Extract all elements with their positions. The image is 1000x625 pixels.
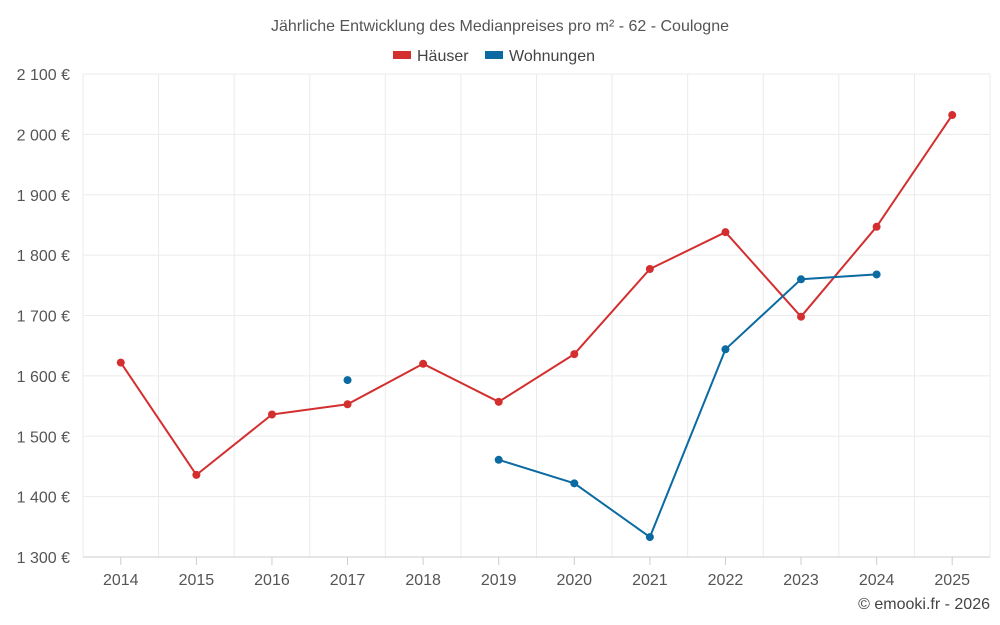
series-line-wohnungen: [498, 273, 877, 539]
legend-item-wohnungen[interactable]: Wohnungen: [485, 48, 595, 65]
y-tick-label: 1 900 €: [17, 188, 70, 205]
y-tick-label: 2 100 €: [17, 67, 70, 84]
data-point-haeuser[interactable]: [797, 312, 806, 321]
x-tick-label: 2025: [934, 572, 970, 589]
x-tick-label: 2024: [859, 572, 895, 589]
y-tick-label: 2 000 €: [17, 127, 70, 144]
legend-label-haeuser: Häuser: [417, 48, 469, 65]
credit-text: © emooki.fr - 2026: [858, 596, 990, 613]
y-tick-label: 1 300 €: [17, 550, 70, 567]
y-tick-label: 1 800 €: [17, 248, 70, 265]
x-tick-label: 2016: [254, 572, 290, 589]
chart-title: Jährliche Entwicklung des Medianpreises …: [271, 18, 729, 35]
data-point-wohnungen[interactable]: [494, 455, 503, 464]
data-point-haeuser[interactable]: [570, 350, 579, 359]
data-point-haeuser[interactable]: [116, 358, 125, 367]
grid: [82, 73, 991, 557]
legend-swatch-wohnungen: [485, 51, 503, 59]
data-point-haeuser[interactable]: [494, 397, 503, 406]
legend-item-haeuser[interactable]: Häuser: [393, 48, 469, 65]
data-point-haeuser[interactable]: [645, 265, 654, 274]
y-tick-label: 1 400 €: [17, 490, 70, 507]
legend-swatch-haeuser: [393, 51, 411, 59]
data-point-wohnungen[interactable]: [570, 479, 579, 488]
data-point-haeuser[interactable]: [267, 410, 276, 419]
data-point-haeuser[interactable]: [948, 111, 957, 120]
data-point-haeuser[interactable]: [192, 470, 201, 479]
data-point-wohnungen[interactable]: [872, 270, 881, 279]
data-point-haeuser[interactable]: [343, 400, 352, 409]
x-tick-label: 2015: [179, 572, 215, 589]
x-axis: 2014 2015 2016 2017 2018 2019 2020 2021 2022 2023…: [83, 556, 990, 589]
x-tick-label: 2018: [405, 572, 441, 589]
x-tick-label: 2017: [330, 572, 366, 589]
y-tick-label: 1 700 €: [17, 309, 70, 326]
legend-label-wohnungen: Wohnungen: [509, 48, 595, 65]
y-tick-label: 1 500 €: [17, 429, 70, 446]
data-point-wohnungen[interactable]: [721, 345, 730, 354]
x-tick-label: 2019: [481, 572, 517, 589]
y-tick-label: 1 600 €: [17, 369, 70, 386]
x-tick-label: 2023: [783, 572, 819, 589]
data-point-haeuser[interactable]: [721, 228, 730, 237]
data-point-wohnungen[interactable]: [797, 275, 806, 284]
x-tick-label: 2014: [103, 572, 139, 589]
data-point-wohnungen[interactable]: [343, 376, 352, 385]
x-tick-label: 2022: [708, 572, 744, 589]
x-tick-label: 2020: [556, 572, 592, 589]
data-point-haeuser[interactable]: [872, 222, 881, 231]
data-point-haeuser[interactable]: [419, 359, 428, 368]
legend: Häuser Wohnungen: [393, 48, 595, 65]
series-line-haeuser: [119, 114, 954, 476]
x-tick-label: 2021: [632, 572, 668, 589]
y-axis: 1 300 € 1 400 € 1 500 € 1 600 € 1 700 € 1 800…: [17, 67, 70, 567]
data-point-wohnungen[interactable]: [645, 533, 654, 542]
series-layer: [116, 111, 957, 542]
